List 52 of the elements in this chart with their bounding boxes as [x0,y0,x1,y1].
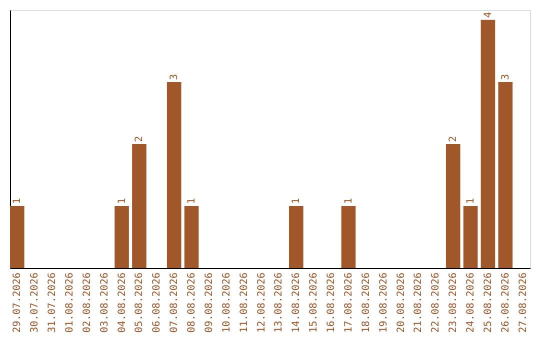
x-tick-label: 23.08.2026 [448,272,460,333]
bar [498,82,513,268]
data-label: 1 [186,198,198,204]
bar [132,144,146,268]
data-label: 1 [12,198,24,204]
x-tick-label: 07.08.2026 [169,272,180,333]
x-tick-label: 02.08.2026 [82,272,93,333]
x-tick-label: 16.08.2026 [326,272,338,333]
x-tick-label: 10.08.2026 [221,272,232,333]
bar [10,206,24,268]
x-tick-label: 21.08.2026 [413,272,424,333]
x-tick-label: 12.08.2026 [256,272,268,333]
x-tick-label: 26.08.2026 [500,272,512,333]
x-tick-label: 09.08.2026 [204,272,215,333]
x-tick-label: 29.07.2026 [12,272,24,333]
bar [446,144,460,268]
bar [166,82,182,268]
x-tick-label: 06.08.2026 [152,272,163,333]
x-tick-label: 25.08.2026 [482,272,494,333]
x-tick-label: 08.08.2026 [186,272,198,333]
x-tick-label: 05.08.2026 [134,272,146,333]
x-tick-label: 11.08.2026 [238,272,250,333]
x-tick-label: 30.07.2026 [30,272,41,333]
x-tick-label: 31.07.2026 [47,272,58,333]
x-tick-label: 04.08.2026 [116,272,128,333]
data-label: 2 [448,136,460,142]
x-tick-label: 01.08.2026 [64,272,76,333]
data-label: 1 [343,198,354,204]
data-label: 3 [169,74,180,80]
x-tick-label: 20.08.2026 [396,272,407,333]
x-tick-label: 22.08.2026 [430,272,442,333]
x-tick-label: 17.08.2026 [343,272,354,333]
x-tick-label: 24.08.2026 [466,272,477,333]
data-label: 4 [482,12,494,18]
x-tick-label: 15.08.2026 [308,272,320,333]
x-tick-label: 19.08.2026 [378,272,390,333]
x-tick-label: 13.08.2026 [274,272,285,333]
bar [480,20,496,268]
data-label: 1 [291,198,302,204]
x-tick-label: 27.08.2026 [518,272,529,333]
x-tick-label: 18.08.2026 [360,272,372,333]
bar [184,206,199,268]
data-label: 3 [500,74,512,80]
data-label: 2 [134,136,146,142]
x-tick-label: 03.08.2026 [99,272,110,333]
x-tick-label: 14.08.2026 [291,272,302,333]
bar [341,206,356,268]
data-label: 1 [116,198,128,204]
bar [289,206,304,268]
bar [463,206,478,268]
bar [114,206,129,268]
data-label: 1 [466,198,477,204]
